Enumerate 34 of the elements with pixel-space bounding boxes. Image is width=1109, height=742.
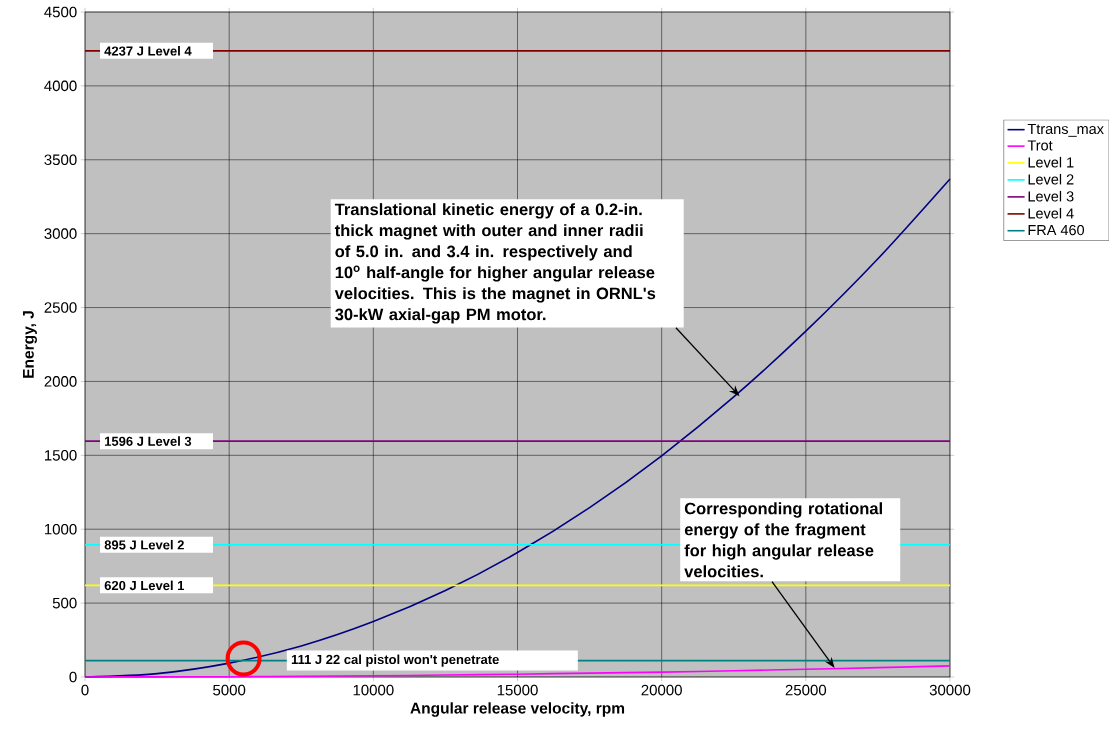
x-tick-label: 20000 (641, 684, 682, 696)
y-tick-label: 2000 (44, 376, 77, 387)
legend-label: Trot (1027, 140, 1053, 151)
annotation: 1596 J Level 3 (105, 436, 192, 446)
legend-label: Level 3 (1028, 190, 1074, 202)
annotation: 895 J Level 2 (104, 539, 184, 550)
legend-label: Level 1 (1028, 156, 1074, 168)
y-axis-title: Energy, J (23, 311, 37, 378)
y-tick-label: 3000 (44, 228, 77, 239)
y-tick-label: 1500 (44, 450, 77, 461)
annotation: 4237 J Level 4 (104, 46, 192, 56)
legend-label: Level 4 (1028, 207, 1074, 219)
y-tick-label: 1000 (44, 523, 77, 535)
legend-label: Level 2 (1028, 173, 1074, 185)
x-tick-label: 25000 (785, 684, 827, 696)
annotation: 111 J 22 cal pistol won't penetrate (291, 654, 499, 667)
y-tick-label: 4000 (44, 80, 77, 92)
legend-label: FRA 460 (1028, 224, 1085, 236)
x-tick-label: 30000 (929, 684, 971, 696)
y-tick-label: 0 (69, 671, 77, 683)
annotation: Translational kinetic energy of a 0.2-in. thick magnet with outer and inner radii of 5.0 in. and 3.4 in. respectively and 10$^{o}$ half-angle for higher angular release velocities. This is the magnet in ORNL's 30-kW axial-gap PM motor. (334, 203, 656, 324)
y-tick-label: 500 (52, 597, 77, 609)
x-tick-label: 0 (81, 684, 89, 696)
x-axis-title: Angular release velocity, rpm (410, 702, 625, 717)
x-tick-label: 15000 (497, 684, 538, 696)
y-tick-label: 3500 (44, 154, 77, 166)
annotation: Corresponding rotational energy of the fragment for high angular release velocities. (684, 502, 882, 578)
line-series (84, 665, 951, 678)
legend-label: Ttrans_max (1027, 123, 1104, 137)
annotation: 620 J Level 1 (104, 580, 185, 591)
x-tick-label: 10000 (353, 684, 394, 696)
x-tick-label: 5000 (213, 684, 246, 696)
y-tick-label: 4500 (44, 6, 77, 18)
y-tick-label: 2500 (44, 302, 77, 313)
